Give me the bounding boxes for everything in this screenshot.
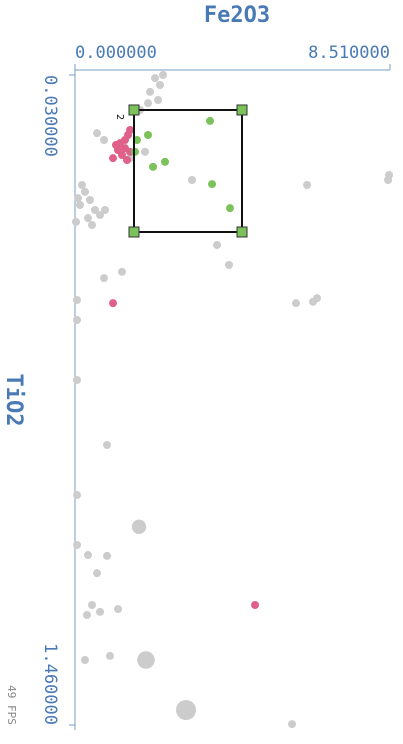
y-tick-label: 1.460000 xyxy=(40,643,60,725)
point xyxy=(100,136,109,144)
point xyxy=(151,74,160,83)
handle[interactable] xyxy=(128,104,140,116)
point xyxy=(213,241,222,249)
point xyxy=(96,607,105,616)
point xyxy=(137,651,155,669)
point xyxy=(303,181,312,189)
point xyxy=(72,541,81,549)
point xyxy=(146,87,155,96)
point xyxy=(143,131,152,139)
point xyxy=(72,316,81,324)
point xyxy=(226,204,235,213)
point xyxy=(131,147,140,156)
point xyxy=(90,206,99,214)
point xyxy=(123,156,132,164)
fps-counter: 49 FPS xyxy=(5,685,18,725)
point xyxy=(83,551,92,559)
point xyxy=(103,551,112,560)
point xyxy=(87,221,96,229)
point xyxy=(313,294,322,303)
selection-box[interactable] xyxy=(133,109,243,233)
point xyxy=(161,157,170,166)
handle[interactable] xyxy=(236,226,248,238)
point xyxy=(143,99,152,108)
point xyxy=(159,71,168,79)
points xyxy=(71,71,394,729)
point xyxy=(100,274,109,283)
point xyxy=(188,176,197,184)
point xyxy=(103,441,112,449)
point xyxy=(72,376,81,384)
point xyxy=(72,296,81,304)
point xyxy=(133,136,142,144)
point xyxy=(72,491,81,499)
point xyxy=(82,611,91,619)
axes: 0.000000 8.510000 0.030000 1.460000 xyxy=(40,43,391,730)
point xyxy=(112,141,121,149)
point xyxy=(126,126,135,134)
selection[interactable]: 2 xyxy=(114,104,248,238)
handle[interactable] xyxy=(236,104,248,116)
point xyxy=(80,187,89,196)
y-axis-title: TiO2 xyxy=(1,374,26,427)
point xyxy=(80,656,89,664)
point xyxy=(71,217,80,226)
point xyxy=(101,206,110,214)
handle[interactable] xyxy=(128,226,140,238)
point xyxy=(206,116,215,125)
selection-label: 2 xyxy=(114,114,125,120)
point xyxy=(118,267,127,276)
point xyxy=(92,569,101,578)
point xyxy=(83,214,92,223)
point xyxy=(109,299,118,308)
point xyxy=(140,147,149,156)
point xyxy=(225,261,234,269)
point xyxy=(251,601,260,609)
point xyxy=(92,129,101,138)
point xyxy=(154,96,163,104)
point xyxy=(114,605,123,614)
point xyxy=(109,154,118,163)
point xyxy=(384,176,393,184)
point xyxy=(118,151,127,159)
x-tick-label: 0.000000 xyxy=(75,43,157,63)
point xyxy=(176,700,197,720)
point xyxy=(96,211,105,219)
point xyxy=(77,181,86,189)
x-axis-title: Fe2O3 xyxy=(204,3,270,28)
point xyxy=(292,299,301,308)
point xyxy=(156,81,165,89)
point xyxy=(131,519,147,535)
point xyxy=(149,162,158,171)
point xyxy=(288,720,297,729)
point xyxy=(208,180,217,189)
point xyxy=(75,201,84,209)
point xyxy=(87,601,96,609)
x-tick-label: 8.510000 xyxy=(308,43,390,63)
point xyxy=(106,651,115,660)
point xyxy=(85,196,94,204)
point xyxy=(73,194,82,203)
y-tick-label: 0.030000 xyxy=(40,75,60,157)
